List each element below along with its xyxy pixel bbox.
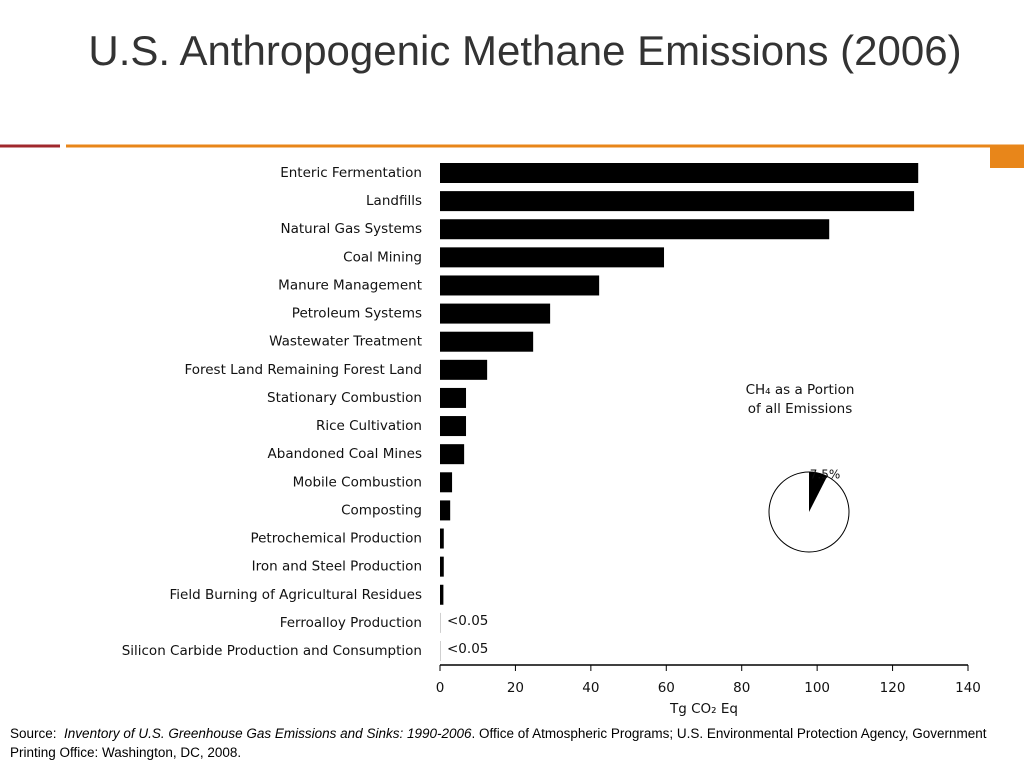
bar xyxy=(440,247,665,268)
x-tick-label: 0 xyxy=(436,680,445,696)
y-tick-label: Mobile Combustion xyxy=(293,474,422,490)
pie-label: 7.5% xyxy=(810,468,841,482)
y-tick-label: Wastewater Treatment xyxy=(269,334,422,350)
source: Source: Inventory of U.S. Greenhouse Gas… xyxy=(10,724,1015,762)
bar xyxy=(440,500,451,521)
y-tick-label: Iron and Steel Production xyxy=(252,559,422,575)
y-tick-label: Rice Cultivation xyxy=(316,418,422,434)
bar xyxy=(440,163,919,183)
y-tick-label: Petrochemical Production xyxy=(250,531,422,547)
x-tick-label: 60 xyxy=(658,680,675,696)
bar xyxy=(440,528,444,549)
y-tick-label: Forest Land Remaining Forest Land xyxy=(184,362,422,378)
x-axis-label: Tg CO₂ Eq xyxy=(669,701,738,717)
y-tick-label: Field Burning of Agricultural Residues xyxy=(170,587,423,603)
inset-title: CH₄ as a Portion xyxy=(746,382,855,398)
bar xyxy=(440,359,488,380)
value-label: <0.05 xyxy=(447,613,488,629)
inset-title: of all Emissions xyxy=(748,401,852,417)
accent-square xyxy=(990,146,1024,168)
bar xyxy=(440,275,600,296)
pie-slice xyxy=(809,472,828,512)
bar xyxy=(440,472,453,493)
bar xyxy=(440,584,444,605)
y-tick-label: Natural Gas Systems xyxy=(280,221,422,237)
y-tick-label: Abandoned Coal Mines xyxy=(268,446,422,462)
bar xyxy=(440,387,467,408)
bar xyxy=(440,556,444,577)
bar xyxy=(440,416,467,437)
y-tick-label: Landfills xyxy=(366,193,422,209)
bar xyxy=(440,219,830,240)
source-title: Inventory of U.S. Greenhouse Gas Emissio… xyxy=(64,726,472,741)
bar xyxy=(440,331,534,352)
slide-title: U.S. Anthropogenic Methane Emissions (20… xyxy=(88,27,962,74)
x-tick-label: 140 xyxy=(955,680,981,696)
bar xyxy=(440,303,551,324)
x-tick-label: 80 xyxy=(733,680,750,696)
y-tick-label: Coal Mining xyxy=(343,249,422,265)
y-tick-label: Ferroalloy Production xyxy=(280,615,422,631)
y-tick-label: Petroleum Systems xyxy=(292,306,422,322)
source-rest: . Office of Atmospheric Programs; U.S. E… xyxy=(10,726,987,760)
y-tick-label: Stationary Combustion xyxy=(267,390,422,406)
x-tick-label: 40 xyxy=(582,680,599,696)
x-tick-label: 120 xyxy=(880,680,906,696)
x-tick-label: 20 xyxy=(507,680,524,696)
value-label: <0.05 xyxy=(447,641,488,657)
bar xyxy=(440,191,915,212)
y-tick-label: Silicon Carbide Production and Consumpti… xyxy=(122,643,422,659)
bar xyxy=(440,444,465,465)
x-tick-label: 100 xyxy=(804,680,830,696)
y-tick-label: Manure Management xyxy=(278,277,422,293)
y-tick-label: Enteric Fermentation xyxy=(280,165,422,181)
y-tick-label: Composting xyxy=(341,502,422,518)
source-prefix: Source: xyxy=(10,726,57,741)
